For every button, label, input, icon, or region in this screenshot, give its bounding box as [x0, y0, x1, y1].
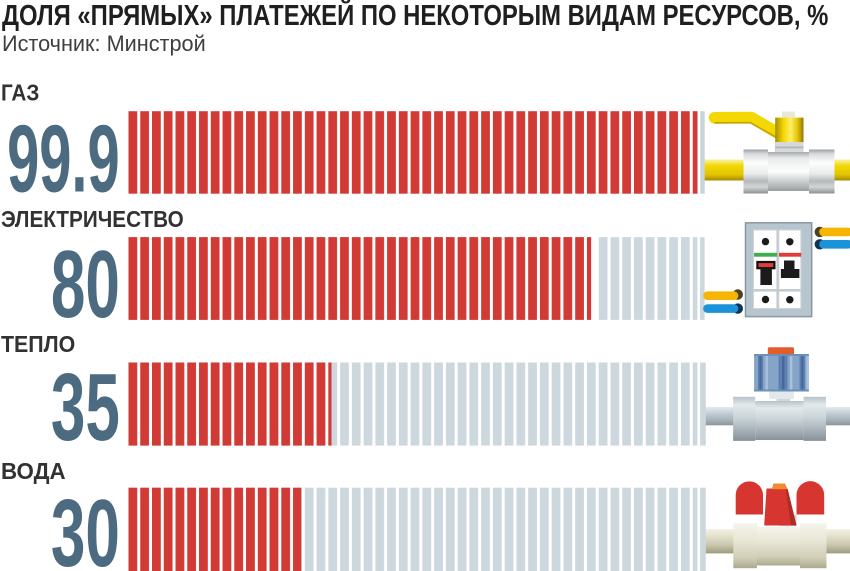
svg-text:ТЕПЛО: ТЕПЛО: [1, 331, 75, 357]
svg-text:ВОДА: ВОДА: [1, 458, 66, 484]
svg-text:30: 30: [51, 481, 120, 571]
svg-text:ГАЗ: ГАЗ: [1, 80, 39, 106]
svg-text:99.9: 99.9: [7, 105, 120, 211]
svg-text:35: 35: [51, 355, 120, 462]
svg-text:ЭЛЕКТРИЧЕСТВО: ЭЛЕКТРИЧЕСТВО: [1, 206, 184, 232]
svg-text:Источник: Минстрой: Источник: Минстрой: [2, 31, 206, 56]
svg-text:ДОЛЯ «ПРЯМЫХ» ПЛАТЕЖЕЙ ПО НЕКО: ДОЛЯ «ПРЯМЫХ» ПЛАТЕЖЕЙ ПО НЕКОТОРЫМ ВИДА…: [2, 0, 828, 32]
svg-text:80: 80: [51, 231, 120, 338]
